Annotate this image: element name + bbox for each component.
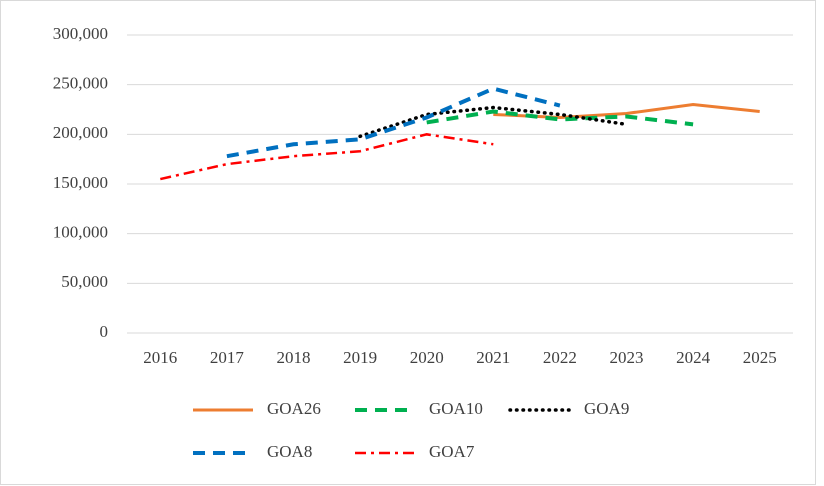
series-line xyxy=(493,103,760,119)
x-tick-label: 2018 xyxy=(277,348,311,367)
x-tick-label: 2021 xyxy=(476,348,510,367)
y-tick-label: 50,000 xyxy=(61,272,108,291)
x-tick-label: 2024 xyxy=(676,348,711,367)
legend-label: GOA7 xyxy=(429,442,475,461)
x-tick-label: 2019 xyxy=(343,348,377,367)
x-tick-label: 2017 xyxy=(210,348,245,367)
series-line xyxy=(160,133,494,181)
y-tick-label: 150,000 xyxy=(53,173,108,192)
y-tick-label: 200,000 xyxy=(53,123,108,142)
legend-label: GOA26 xyxy=(267,399,321,418)
series-line xyxy=(426,109,694,127)
series-line xyxy=(358,105,629,139)
legend-label: GOA9 xyxy=(584,399,629,418)
x-tick-label: 2022 xyxy=(543,348,577,367)
legend-label: GOA10 xyxy=(429,399,483,418)
x-tick-label: 2025 xyxy=(743,348,777,367)
y-tick-label: 0 xyxy=(100,322,109,341)
y-tick-label: 300,000 xyxy=(53,24,108,43)
x-tick-label: 2020 xyxy=(410,348,444,367)
legend-label: GOA8 xyxy=(267,442,312,461)
y-tick-label: 100,000 xyxy=(53,223,108,242)
series-line xyxy=(226,86,561,159)
x-tick-label: 2016 xyxy=(143,348,177,367)
x-tick-label: 2023 xyxy=(610,348,644,367)
y-tick-label: 250,000 xyxy=(53,74,108,93)
